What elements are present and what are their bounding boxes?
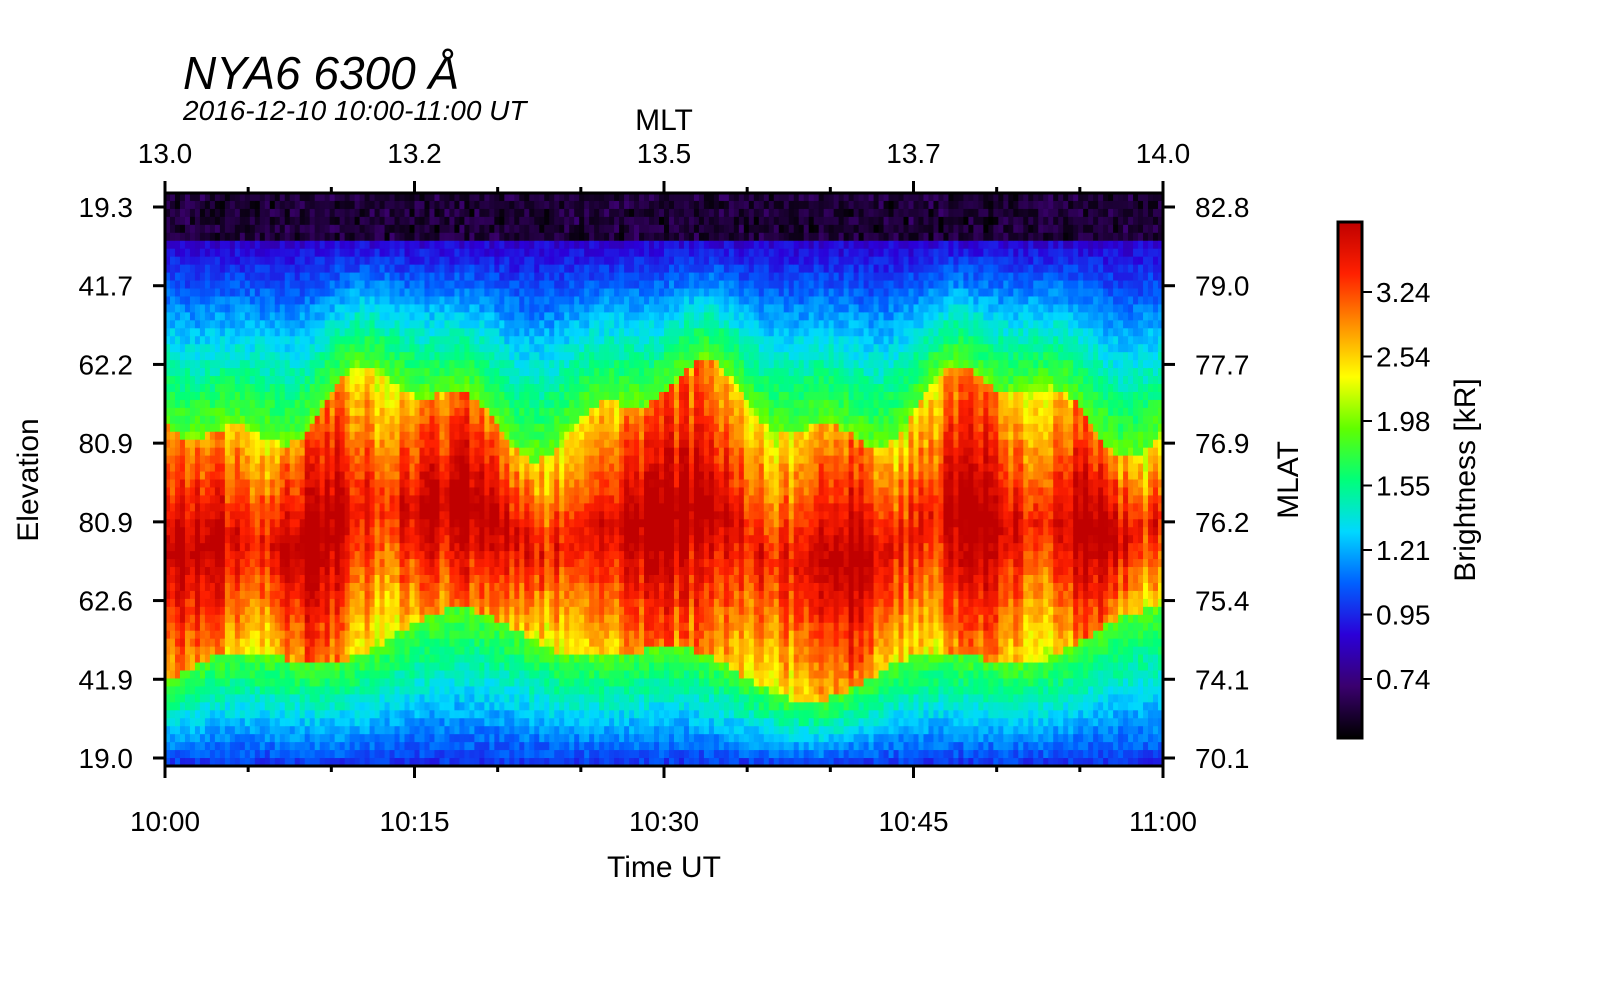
colorbar-tick-label: 1.55 bbox=[1376, 471, 1431, 502]
y-tick-label: 80.9 bbox=[79, 428, 134, 459]
y-tick-label: 62.2 bbox=[79, 349, 134, 380]
y-tick-label: 41.7 bbox=[79, 271, 134, 302]
right-tick-label: 70.1 bbox=[1195, 743, 1250, 774]
colorbar-tick-label: 2.54 bbox=[1376, 342, 1431, 373]
colorbar-label: Brightness [kR] bbox=[1449, 378, 1482, 581]
x-tick-label: 10:00 bbox=[130, 806, 200, 837]
colorbar-tick-label: 0.95 bbox=[1376, 600, 1431, 631]
chart-subtitle: 2016-12-10 10:00-11:00 UT bbox=[183, 95, 527, 126]
x-tick-label: 11:00 bbox=[1129, 806, 1197, 837]
right-tick-label: 82.8 bbox=[1195, 192, 1250, 223]
top-tick-label: 13.0 bbox=[138, 138, 193, 169]
right-tick-label: 76.2 bbox=[1195, 507, 1250, 538]
colorbar-tick-label: 1.98 bbox=[1376, 406, 1431, 437]
x-tick-label: 10:45 bbox=[878, 806, 948, 837]
top-tick-label: 13.5 bbox=[637, 138, 692, 169]
y-axis-label: Elevation bbox=[12, 418, 45, 541]
colorbar bbox=[1336, 220, 1364, 740]
right-tick-label: 74.1 bbox=[1195, 664, 1250, 695]
top-axis-label: MLT bbox=[635, 104, 693, 137]
right-tick-label: 76.9 bbox=[1195, 428, 1250, 459]
right-tick-label: 75.4 bbox=[1195, 586, 1250, 617]
colorbar-tick-label: 0.74 bbox=[1376, 664, 1431, 695]
top-tick-label: 13.2 bbox=[387, 138, 442, 169]
x-axis-label: Time UT bbox=[607, 851, 721, 884]
top-tick-label: 14.0 bbox=[1136, 138, 1191, 169]
x-tick-label: 10:30 bbox=[629, 806, 699, 837]
y-tick-label: 19.0 bbox=[79, 743, 134, 774]
y-tick-label: 19.3 bbox=[79, 192, 134, 223]
y-tick-label: 41.9 bbox=[79, 664, 134, 695]
x-tick-label: 10:15 bbox=[379, 806, 449, 837]
heatmap-image bbox=[165, 193, 1163, 766]
colorbar-tick-label: 1.21 bbox=[1376, 535, 1431, 566]
right-tick-label: 77.7 bbox=[1195, 349, 1250, 380]
right-tick-label: 79.0 bbox=[1195, 271, 1250, 302]
top-tick-label: 13.7 bbox=[886, 138, 941, 169]
right-axis-label: MLAT bbox=[1272, 441, 1305, 519]
chart-title: NYA6 6300 Å bbox=[183, 47, 460, 99]
y-tick-label: 80.9 bbox=[79, 507, 134, 538]
y-tick-label: 62.6 bbox=[79, 586, 134, 617]
colorbar-tick-label: 3.24 bbox=[1376, 277, 1431, 308]
